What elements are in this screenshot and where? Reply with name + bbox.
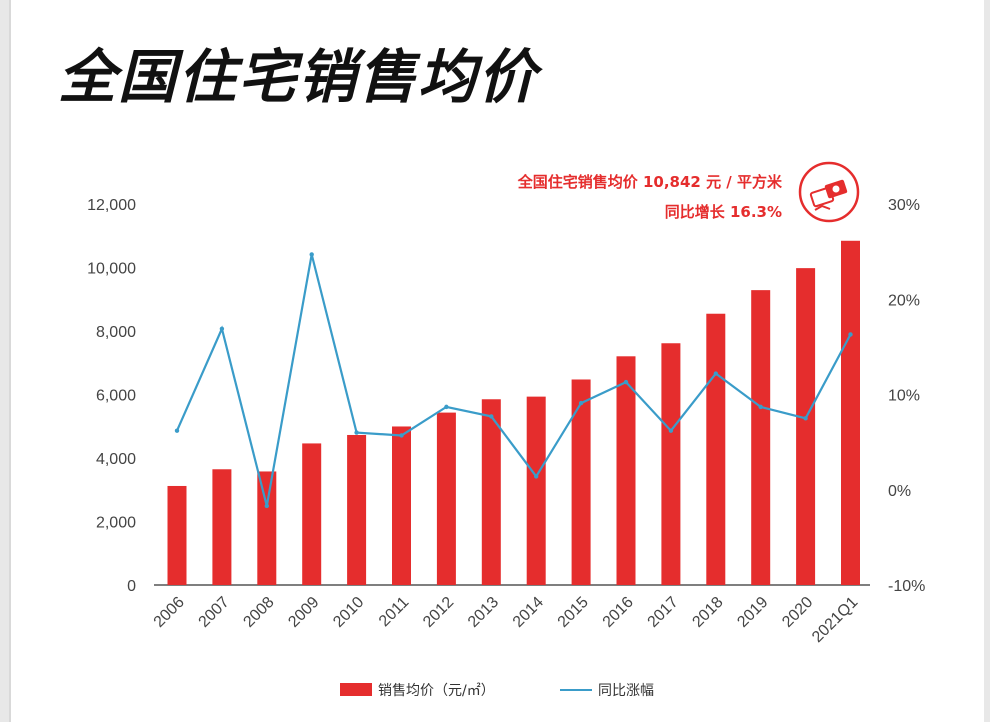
bar-2006 bbox=[167, 485, 187, 585]
growth-point-2015 bbox=[578, 400, 584, 406]
x-tick-label: 2015 bbox=[555, 594, 592, 631]
legend-bar-swatch bbox=[340, 683, 372, 696]
x-tick-label: 2019 bbox=[734, 594, 771, 631]
y-left-tick-label: 12,000 bbox=[87, 197, 136, 214]
growth-point-2017 bbox=[668, 428, 674, 433]
bar-2015 bbox=[571, 379, 591, 585]
x-tick-label: 2020 bbox=[779, 594, 816, 631]
growth-point-2007 bbox=[219, 326, 225, 331]
y-right-tick-label: 10% bbox=[888, 388, 920, 405]
bar-2021Q1 bbox=[841, 240, 860, 586]
x-tick-label: 2010 bbox=[330, 594, 367, 631]
growth-point-2018 bbox=[713, 371, 718, 376]
x-tick-label: 2008 bbox=[240, 594, 277, 631]
x-axis-ticks: 2006 2007 2008 2009 2010 2011 2012 2013 2014 2015… bbox=[151, 594, 862, 646]
bar-2019 bbox=[751, 290, 771, 585]
growth-point-2011 bbox=[399, 433, 404, 438]
x-tick-label: 2016 bbox=[600, 594, 637, 631]
growth-point-2021Q1 bbox=[848, 332, 853, 337]
x-tick-label: 2018 bbox=[689, 594, 726, 631]
y-right-tick-label: 20% bbox=[888, 292, 920, 309]
y-left-tick-label: 10,000 bbox=[87, 261, 136, 278]
growth-point-2006 bbox=[174, 428, 180, 433]
growth-point-2010 bbox=[354, 430, 359, 435]
legend: 销售均价（元/㎡） 同比涨幅 bbox=[340, 683, 654, 699]
bar-2012 bbox=[436, 412, 456, 585]
right-axis-ticks: -10% 0% 10% 20% 30% bbox=[888, 197, 925, 595]
x-tick-label: 2014 bbox=[510, 594, 547, 631]
bar-2016 bbox=[616, 356, 636, 585]
bar-2018 bbox=[706, 313, 726, 585]
x-tick-label: 2012 bbox=[420, 594, 457, 631]
left-edge-band bbox=[0, 0, 9, 722]
x-tick-label: 2009 bbox=[285, 594, 322, 631]
x-tick-label: 2017 bbox=[645, 594, 682, 631]
bar-2011 bbox=[392, 426, 411, 585]
y-right-tick-label: 0% bbox=[888, 483, 911, 500]
y-right-tick-label: 30% bbox=[888, 197, 920, 214]
y-left-tick-label: 4,000 bbox=[96, 451, 136, 468]
growth-point-2012 bbox=[444, 404, 449, 410]
y-right-tick-label: -10% bbox=[888, 578, 925, 595]
house-money-icon bbox=[798, 161, 860, 223]
growth-point-2009 bbox=[309, 252, 314, 257]
bar-2010 bbox=[347, 434, 367, 585]
growth-point-2016 bbox=[623, 379, 629, 385]
callout-line-2: 同比增长 16.3% bbox=[665, 203, 782, 221]
growth-point-2013 bbox=[489, 414, 494, 419]
y-left-tick-label: 2,000 bbox=[96, 515, 136, 532]
bar-2014 bbox=[526, 396, 546, 585]
growth-point-2020 bbox=[803, 416, 808, 421]
bar-2008 bbox=[257, 471, 277, 585]
x-tick-label: 2011 bbox=[376, 594, 412, 630]
left-axis-ticks: 0 2,000 4,000 6,000 8,000 10,000 12,000 bbox=[87, 197, 136, 595]
x-tick-label: 2013 bbox=[465, 594, 502, 631]
growth-point-2019 bbox=[758, 404, 763, 410]
bar-2009 bbox=[302, 443, 322, 585]
x-tick-label: 2007 bbox=[196, 594, 233, 631]
y-left-tick-label: 6,000 bbox=[96, 388, 136, 405]
bar-2020 bbox=[796, 268, 816, 585]
y-left-tick-label: 0 bbox=[127, 578, 136, 595]
growth-point-2014 bbox=[534, 474, 539, 479]
bar-2017 bbox=[661, 343, 681, 585]
left-frame-rule bbox=[9, 0, 11, 722]
bar-series bbox=[167, 240, 860, 586]
growth-line bbox=[175, 254, 852, 507]
bar-2013 bbox=[481, 399, 501, 585]
y-left-tick-label: 8,000 bbox=[96, 324, 136, 341]
growth-point-2008 bbox=[264, 503, 269, 509]
x-tick-label: 2021Q1 bbox=[809, 594, 861, 646]
bar-2007 bbox=[212, 469, 232, 585]
x-tick-label: 2006 bbox=[151, 594, 188, 631]
line-series bbox=[174, 252, 853, 509]
chart-title: 全国住宅销售均价 bbox=[58, 43, 539, 111]
right-edge-band bbox=[984, 0, 990, 722]
legend-bar-label: 销售均价（元/㎡） bbox=[378, 683, 495, 699]
legend-line-label: 同比涨幅 bbox=[598, 683, 654, 699]
callout-line-1: 全国住宅销售均价 10,842 元 / 平方米 bbox=[517, 173, 783, 191]
